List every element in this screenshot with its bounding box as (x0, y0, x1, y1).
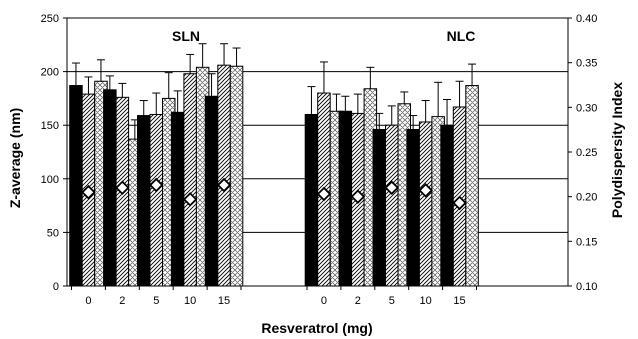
group-label-nlc: NLC (447, 28, 476, 44)
y-tick-label: 0 (53, 281, 59, 293)
y2-tick-label: 0.10 (576, 281, 597, 293)
x-tick-label: 15 (453, 295, 465, 307)
x-tick-label: 10 (420, 295, 432, 307)
pdi-marker (316, 186, 332, 202)
pdi-marker (182, 192, 198, 207)
x-tick-label: 15 (218, 295, 230, 307)
bar (418, 121, 433, 287)
pdi-marker (148, 177, 164, 193)
pdi-marker (81, 184, 96, 200)
bar (338, 110, 353, 287)
bars (69, 43, 479, 287)
group-label-sln: SLN (172, 28, 200, 44)
pdi-marker (115, 180, 130, 196)
pdi-marker (418, 183, 433, 198)
bar (103, 89, 117, 287)
bar (372, 128, 386, 287)
x-axis-title: Resveratrol (mg) (261, 320, 372, 336)
y-tick-label: 150 (41, 120, 59, 132)
bar (149, 113, 163, 287)
y-tick-label: 50 (47, 227, 59, 239)
y2-axis-ticks: 0.10 0.15 0.20 0.25 0.30 0.35 0.40 (568, 13, 597, 293)
bar (304, 113, 319, 287)
y2-axis-title: Polydispersity Index (609, 82, 625, 218)
x-tick-label: 10 (184, 295, 196, 307)
bar (137, 115, 151, 287)
x-tick-label: 5 (153, 295, 159, 307)
y-tick-label: 100 (41, 174, 59, 186)
pdi-marker (216, 177, 232, 193)
y-axis-ticks: 0 50 100 150 200 250 (41, 13, 67, 293)
pdi-markers (81, 177, 467, 211)
bar (465, 85, 479, 287)
y2-tick-label: 0.40 (576, 13, 597, 25)
y2-tick-label: 0.30 (576, 102, 597, 114)
y-tick-label: 250 (41, 13, 59, 25)
bar (440, 124, 454, 287)
bar (69, 85, 83, 287)
y2-tick-label: 0.35 (576, 58, 597, 70)
pdi-marker (452, 195, 467, 211)
y2-tick-label: 0.20 (576, 192, 597, 204)
x-tick-label: 2 (119, 295, 125, 307)
bar (204, 95, 219, 287)
x-tick-label: 0 (321, 295, 327, 307)
x-tick-label: 5 (389, 295, 395, 307)
y2-tick-label: 0.15 (576, 236, 597, 248)
x-tick-label: 0 (85, 295, 91, 307)
pdi-marker (384, 180, 400, 196)
x-tick-label: 2 (355, 295, 361, 307)
bar (406, 128, 420, 287)
y-axis-title: Z-average (nm) (7, 108, 23, 208)
y-tick-label: 200 (41, 67, 59, 79)
bar (385, 124, 399, 287)
bar (229, 65, 244, 287)
bar (183, 73, 197, 287)
bar (217, 64, 231, 287)
bar (170, 111, 185, 287)
y2-tick-label: 0.25 (576, 147, 597, 159)
pdi-marker (350, 189, 366, 204)
x-axis-ticks: 0 2 5 10 15 0 2 5 10 15 (71, 286, 477, 307)
